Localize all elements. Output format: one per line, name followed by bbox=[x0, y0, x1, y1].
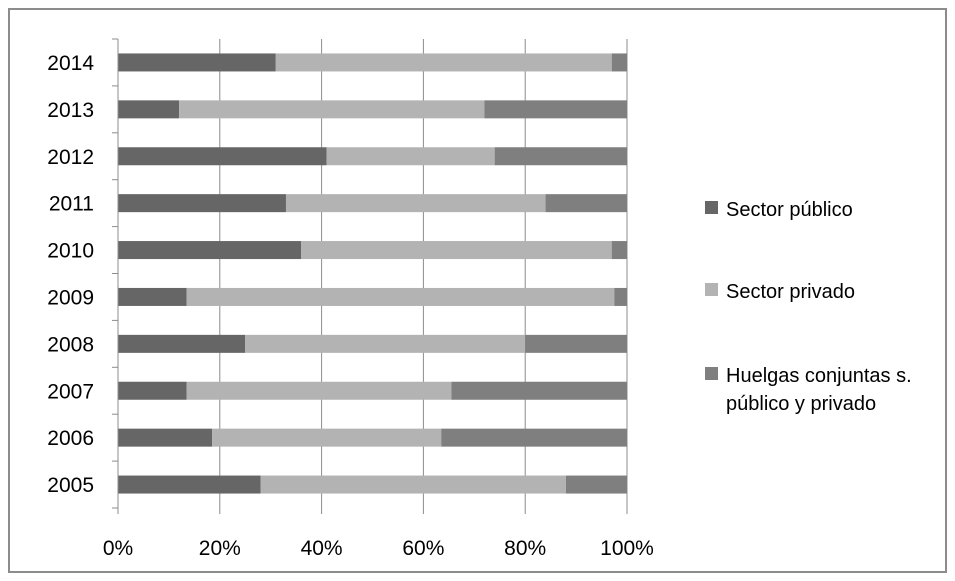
legend-label: público y privado bbox=[726, 393, 876, 415]
legend-swatch bbox=[705, 201, 718, 214]
y-tick-label: 2010 bbox=[47, 240, 94, 263]
legend-swatch bbox=[705, 367, 718, 380]
bar-segment bbox=[326, 147, 495, 166]
y-tick-label: 2009 bbox=[47, 286, 94, 309]
x-tick-label: 80% bbox=[504, 537, 546, 560]
legend-label: Sector privado bbox=[726, 281, 855, 303]
tick-labels: 0% 20% 40% 60% 80% 100% 2005 2006 2007 2008 2009 20… bbox=[47, 52, 654, 560]
bar-segment bbox=[118, 428, 213, 447]
bar-segment bbox=[186, 381, 452, 400]
bar-segment bbox=[118, 334, 246, 353]
legend-label: Sector público bbox=[726, 199, 853, 221]
legend: Sector público Sector privado Huelgas conj… bbox=[705, 199, 912, 415]
y-tick-label: 2014 bbox=[47, 52, 94, 75]
y-tick-label: 2006 bbox=[47, 427, 94, 450]
axes bbox=[112, 38, 628, 514]
bar-segment bbox=[611, 241, 627, 260]
bar-segment bbox=[118, 147, 327, 166]
bar-segment bbox=[611, 53, 627, 72]
bar-segment bbox=[179, 100, 485, 119]
x-tick-label: 60% bbox=[402, 537, 444, 560]
bar-segment bbox=[614, 287, 627, 306]
y-tick-label: 2013 bbox=[47, 99, 94, 122]
bar-segment bbox=[451, 381, 627, 400]
legend-label: Huelgas conjuntas s. bbox=[726, 365, 912, 387]
bar-segment bbox=[118, 475, 261, 494]
bar-segment bbox=[118, 53, 276, 72]
bar-segment bbox=[118, 194, 286, 213]
y-tick-label: 2007 bbox=[47, 380, 94, 403]
x-tick-label: 20% bbox=[199, 537, 241, 560]
bar-segment bbox=[301, 241, 612, 260]
bar-segment bbox=[118, 241, 302, 260]
bar-segment bbox=[494, 147, 627, 166]
bar-segment bbox=[118, 381, 187, 400]
bars bbox=[118, 53, 627, 494]
y-tick-label: 2005 bbox=[47, 474, 94, 497]
x-tick-label: 100% bbox=[600, 537, 654, 560]
bar-segment bbox=[275, 53, 612, 72]
bar-segment bbox=[484, 100, 627, 119]
bar-segment bbox=[441, 428, 627, 447]
bar-segment bbox=[118, 287, 187, 306]
bar-segment bbox=[285, 194, 546, 213]
bar-segment bbox=[186, 287, 615, 306]
y-tick-label: 2008 bbox=[47, 333, 94, 356]
bar-segment bbox=[525, 334, 627, 353]
bar-segment bbox=[118, 100, 180, 119]
x-tick-label: 40% bbox=[301, 537, 343, 560]
y-tick-label: 2011 bbox=[49, 193, 94, 216]
bar-segment bbox=[245, 334, 526, 353]
bar-segment bbox=[212, 428, 442, 447]
legend-swatch bbox=[705, 283, 718, 296]
x-tick-label: 0% bbox=[103, 537, 133, 560]
y-tick-label: 2012 bbox=[47, 146, 94, 169]
bar-segment bbox=[565, 475, 627, 494]
bar-segment bbox=[260, 475, 566, 494]
bar-segment bbox=[545, 194, 627, 213]
